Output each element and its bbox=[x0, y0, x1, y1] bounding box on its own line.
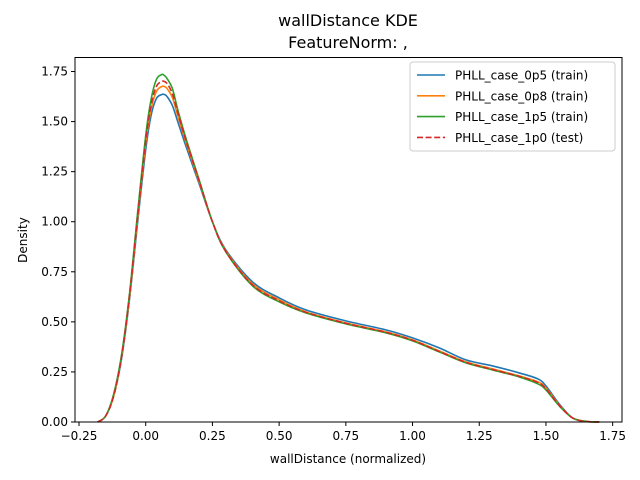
legend-label: PHLL_case_0p8 (train) bbox=[455, 89, 588, 103]
x-tick-label: 1.50 bbox=[533, 429, 560, 443]
x-tick-label: 1.75 bbox=[599, 429, 626, 443]
y-tick-label: 1.50 bbox=[41, 115, 68, 129]
x-tick-label: 0.00 bbox=[132, 429, 159, 443]
x-axis: −0.25 0.00 0.25 0.50 0.75 1.00 1.25 1.50 1.75 bbox=[61, 422, 626, 443]
y-tick-label: 1.00 bbox=[41, 215, 68, 229]
x-axis-label: wallDistance (normalized) bbox=[270, 452, 426, 466]
y-tick-label: 1.75 bbox=[41, 65, 68, 79]
legend-box bbox=[409, 61, 616, 152]
plot-frame bbox=[74, 57, 623, 423]
legend: PHLL_case_0p5 (train) PHLL_case_0p8 (trai… bbox=[409, 61, 616, 152]
y-tick-label: 0.50 bbox=[41, 315, 68, 329]
chart-subtitle: FeatureNorm: , bbox=[288, 33, 408, 52]
y-axis-label: Density bbox=[16, 217, 30, 263]
y-tick-label: 1.25 bbox=[41, 165, 68, 179]
legend-label: PHLL_case_1p5 (train) bbox=[455, 110, 588, 124]
x-tick-label: −0.25 bbox=[61, 429, 98, 443]
series-line-3 bbox=[97, 80, 600, 423]
y-tick-label: 0.00 bbox=[41, 415, 68, 429]
x-tick-label: 0.25 bbox=[199, 429, 226, 443]
x-tick-label: 1.00 bbox=[399, 429, 426, 443]
y-tick-label: 0.25 bbox=[41, 365, 68, 379]
y-tick-label: 0.75 bbox=[41, 265, 68, 279]
plot-lines bbox=[97, 73, 600, 423]
y-axis: 0.00 0.25 0.50 0.75 1.00 1.25 1.50 1.75 bbox=[41, 65, 75, 429]
chart-title: wallDistance KDE bbox=[278, 11, 418, 30]
legend-label: PHLL_case_0p5 (train) bbox=[455, 69, 588, 83]
legend-label: PHLL_case_1p0 (test) bbox=[455, 131, 583, 145]
x-tick-label: 1.25 bbox=[466, 429, 493, 443]
x-tick-label: 0.50 bbox=[266, 429, 293, 443]
x-tick-label: 0.75 bbox=[332, 429, 359, 443]
